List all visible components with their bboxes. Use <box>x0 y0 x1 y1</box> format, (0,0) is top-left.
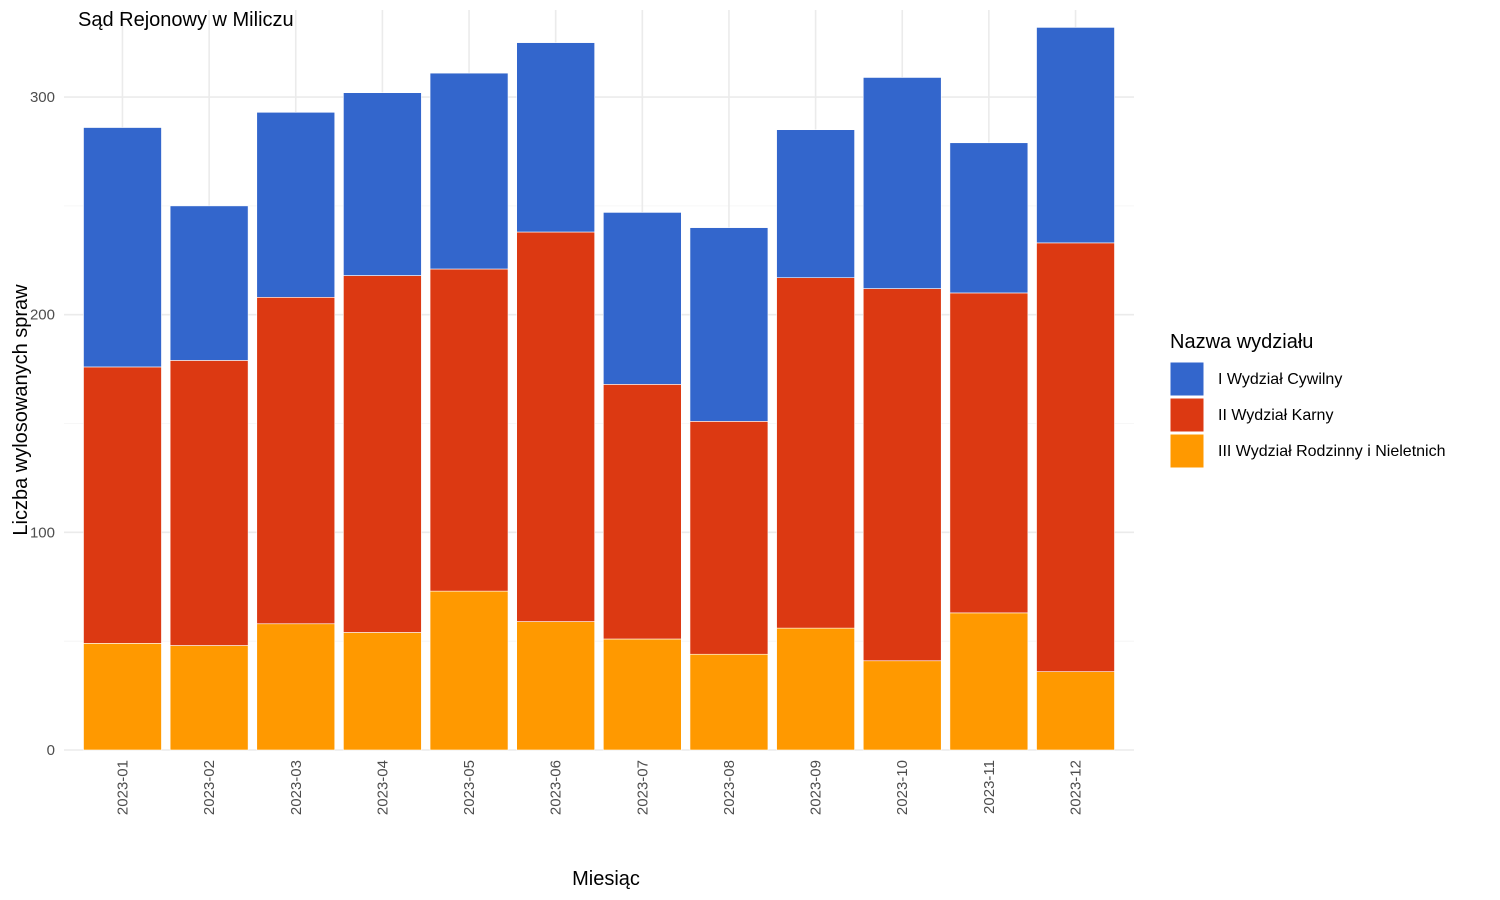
x-tick-label: 2023-12 <box>1068 760 1085 815</box>
bar-2023-08-series-2 <box>689 421 769 655</box>
bar-2023-07-series-3 <box>603 212 682 385</box>
bar-2023-11-series-1 <box>949 612 1029 751</box>
x-tick-label: 2023-03 <box>288 760 305 815</box>
legend: Nazwa wydziału I Wydział Cywilny II Wydzi… <box>1169 331 1446 469</box>
bar-2023-07-series-1 <box>603 638 682 751</box>
x-tick-label: 2023-02 <box>201 760 218 815</box>
x-tick-label: 2023-05 <box>461 760 478 815</box>
bar-2023-06-series-3 <box>516 42 595 233</box>
bar-2023-05-series-2 <box>429 268 509 592</box>
bar-2023-01-series-3 <box>83 127 162 368</box>
legend-label: I Wydział Cywilny <box>1218 371 1342 388</box>
legend-key <box>1169 433 1205 469</box>
bar-2023-01-series-2 <box>83 366 162 644</box>
x-tick-label: 2023-04 <box>374 760 391 815</box>
legend-label: III Wydział Rodzinny i Nieletnich <box>1218 443 1446 460</box>
x-axis-title: Miesiąc <box>572 868 640 890</box>
x-tick-label: 2023-10 <box>894 760 911 815</box>
x-axis-ticks: 2023-01 2023-02 2023-03 2023-04 2023-05 2023-… <box>114 760 1084 815</box>
bar-2023-05-series-1 <box>429 590 509 751</box>
x-tick-label: 2023-09 <box>808 760 825 815</box>
bar-2023-11-series-2 <box>949 292 1029 614</box>
bar-2023-06-series-2 <box>516 231 595 622</box>
bar-2023-04-series-2 <box>343 275 422 633</box>
chart-title: Sąd Rejonowy w Miliczu <box>78 9 294 31</box>
legend-key <box>1169 361 1205 397</box>
bar-2023-02-series-2 <box>169 360 249 646</box>
bar-2023-07-series-2 <box>603 384 682 640</box>
bar-2023-10-series-2 <box>862 288 942 662</box>
bar-2023-12-series-1 <box>1036 671 1115 751</box>
x-tick-label: 2023-07 <box>634 760 651 815</box>
bars <box>83 27 1115 751</box>
bar-2023-11-series-3 <box>949 142 1029 294</box>
bar-2023-04-series-3 <box>343 92 422 276</box>
y-tick-label: 0 <box>47 742 55 759</box>
bar-2023-02-series-3 <box>169 205 249 361</box>
bar-2023-03-series-3 <box>256 111 336 298</box>
bar-2023-03-series-2 <box>256 296 336 625</box>
bar-2023-01-series-1 <box>83 643 162 751</box>
bar-2023-09-series-3 <box>776 129 855 279</box>
legend-label: II Wydział Karny <box>1218 407 1333 424</box>
legend-key <box>1169 397 1205 433</box>
x-tick-label: 2023-01 <box>114 760 131 815</box>
bar-2023-08-series-1 <box>689 653 769 751</box>
y-tick-label: 300 <box>30 89 55 106</box>
bar-2023-09-series-2 <box>776 277 855 629</box>
y-tick-label: 200 <box>30 307 55 324</box>
bar-2023-09-series-1 <box>776 627 855 751</box>
bar-2023-10-series-1 <box>862 660 942 751</box>
y-tick-label: 100 <box>30 524 55 541</box>
x-tick-label: 2023-06 <box>548 760 565 815</box>
legend-title: Nazwa wydziału <box>1170 331 1313 353</box>
y-axis-title: Liczba wylosowanych spraw <box>10 284 32 536</box>
bar-2023-10-series-3 <box>862 77 942 289</box>
x-tick-label: 2023-11 <box>981 760 998 814</box>
bar-2023-08-series-3 <box>689 227 769 422</box>
bar-2023-12-series-2 <box>1036 242 1115 672</box>
bar-2023-04-series-1 <box>343 632 422 751</box>
x-tick-label: 2023-08 <box>721 760 738 815</box>
bar-2023-12-series-3 <box>1036 27 1115 244</box>
bar-2023-03-series-1 <box>256 623 336 751</box>
y-axis-ticks: 0 100 200 300 <box>30 89 55 759</box>
bar-2023-05-series-3 <box>429 72 509 270</box>
bar-2023-06-series-1 <box>516 621 595 751</box>
bar-2023-02-series-1 <box>169 645 249 751</box>
